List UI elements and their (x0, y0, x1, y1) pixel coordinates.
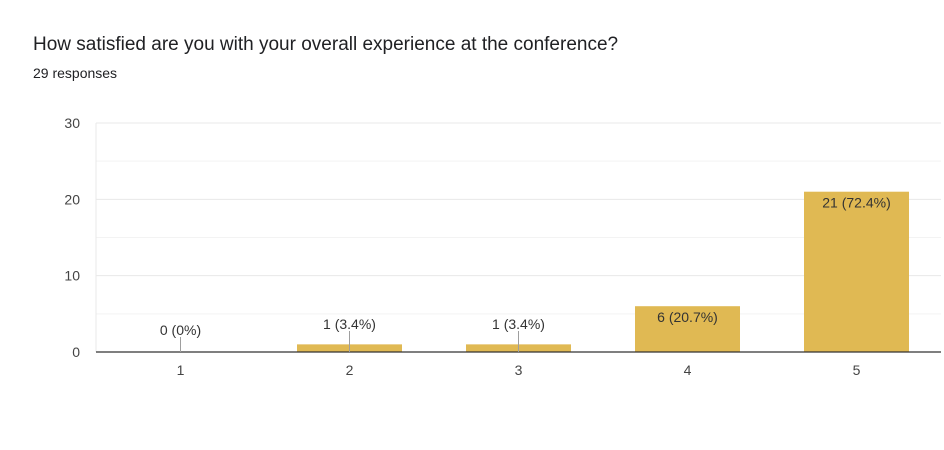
chart-title: How satisfied are you with your overall … (33, 34, 619, 55)
y-axis-ticks: 0 10 20 30 (64, 115, 80, 360)
x-axis-ticks: 1 2 3 4 5 (177, 362, 861, 378)
data-label: 1 (3.4%) (492, 316, 545, 332)
x-tick-label: 4 (684, 362, 692, 378)
data-labels: 0 (0%) 1 (3.4%) 1 (3.4%) 6 (20.7%) 21 (72.4%… (160, 195, 891, 352)
y-tick-label: 0 (72, 344, 80, 360)
x-tick-label: 5 (853, 362, 861, 378)
y-tick-label: 10 (64, 268, 80, 284)
bars (297, 191, 909, 352)
bar (804, 191, 909, 352)
x-tick-label: 2 (346, 362, 354, 378)
data-label: 6 (20.7%) (657, 309, 718, 325)
data-label: 21 (72.4%) (822, 195, 890, 211)
data-label: 1 (3.4%) (323, 316, 376, 332)
x-tick-label: 1 (177, 362, 185, 378)
bar (635, 306, 740, 352)
data-label: 0 (0%) (160, 322, 201, 338)
y-tick-label: 20 (64, 191, 80, 207)
grid-lines (95, 122, 941, 352)
y-tick-label: 30 (64, 115, 80, 131)
response-count: 29 responses (33, 65, 118, 81)
x-tick-label: 3 (515, 362, 523, 378)
